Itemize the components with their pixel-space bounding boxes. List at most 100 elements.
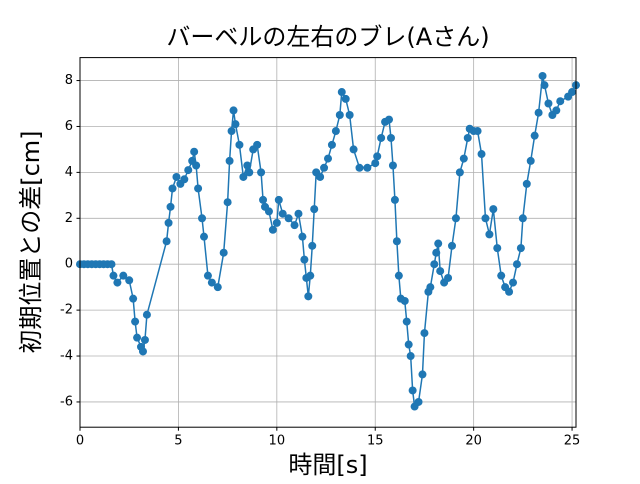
data-point xyxy=(184,166,193,175)
data-point xyxy=(386,133,395,142)
x-tick-label: 5 xyxy=(174,434,182,449)
data-point xyxy=(345,110,354,119)
data-point xyxy=(400,296,409,305)
x-tick-label: 10 xyxy=(269,434,286,449)
data-point xyxy=(125,276,134,285)
data-point xyxy=(190,147,199,156)
data-point xyxy=(225,156,234,165)
data-point xyxy=(138,347,147,356)
data-point xyxy=(245,168,254,177)
data-point xyxy=(308,241,317,250)
data-point xyxy=(377,133,386,142)
data-point xyxy=(526,156,535,165)
data-point xyxy=(522,179,531,188)
data-point xyxy=(274,195,283,204)
data-point xyxy=(113,278,122,287)
data-point xyxy=(426,283,435,292)
data-point xyxy=(408,386,417,395)
data-point xyxy=(316,172,325,181)
data-point xyxy=(140,335,149,344)
data-point xyxy=(355,163,364,172)
data-point xyxy=(556,97,565,106)
data-point xyxy=(341,94,350,103)
data-point xyxy=(278,209,287,218)
y-tick-label: 4 xyxy=(65,165,73,180)
data-point xyxy=(231,120,240,129)
y-tick-label: -2 xyxy=(60,303,73,318)
data-point xyxy=(552,106,561,115)
data-point xyxy=(200,232,208,241)
data-point xyxy=(404,340,413,349)
y-tick-label: 8 xyxy=(65,73,73,88)
data-point xyxy=(164,218,173,227)
data-point xyxy=(430,260,439,269)
data-point xyxy=(129,294,138,303)
data-point xyxy=(538,71,547,80)
data-point xyxy=(268,225,277,234)
data-point xyxy=(198,214,207,223)
data-point xyxy=(394,271,403,280)
y-tick-label: -6 xyxy=(60,394,73,409)
data-point xyxy=(451,214,460,223)
data-point xyxy=(192,161,201,170)
data-point xyxy=(335,110,344,119)
data-point xyxy=(406,352,415,361)
data-point xyxy=(227,127,236,136)
data-point xyxy=(133,333,142,342)
data-point xyxy=(142,310,151,319)
data-point xyxy=(168,184,177,193)
data-point xyxy=(534,108,543,117)
data-point xyxy=(505,287,514,296)
data-point xyxy=(223,198,232,207)
data-point xyxy=(300,255,309,264)
data-point xyxy=(331,127,340,136)
data-point xyxy=(373,152,382,161)
data-point xyxy=(272,218,281,227)
data-point xyxy=(444,273,453,282)
data-point xyxy=(434,239,443,248)
data-point xyxy=(235,140,244,149)
data-point xyxy=(107,260,116,269)
data-point xyxy=(477,150,486,159)
data-point xyxy=(324,154,332,163)
y-axis-label: 初期位置との差[cm] xyxy=(17,130,45,353)
data-point xyxy=(473,127,482,136)
data-point xyxy=(463,133,472,142)
data-point xyxy=(264,207,273,216)
data-point xyxy=(253,140,262,149)
data-point xyxy=(481,214,490,223)
data-point xyxy=(436,267,445,276)
data-point xyxy=(131,317,140,326)
data-point xyxy=(213,283,222,292)
data-point xyxy=(390,195,399,204)
data-point xyxy=(304,292,313,301)
data-point xyxy=(109,271,118,280)
data-point xyxy=(219,248,228,257)
data-point xyxy=(388,161,397,170)
data-point xyxy=(544,99,553,108)
data-point xyxy=(180,175,189,184)
data-point xyxy=(402,317,411,326)
data-point xyxy=(119,271,128,280)
data-point xyxy=(459,154,468,163)
data-point xyxy=(290,221,299,230)
data-point xyxy=(243,161,252,170)
data-point xyxy=(516,244,525,253)
data-point xyxy=(320,163,329,172)
data-point xyxy=(455,168,464,177)
y-tick-label: -4 xyxy=(60,349,73,364)
y-tick-label: 6 xyxy=(65,119,73,134)
plot-frame xyxy=(79,57,577,428)
data-line xyxy=(80,75,577,409)
data-point xyxy=(337,88,346,97)
data-point xyxy=(166,202,175,211)
data-point xyxy=(530,131,539,140)
data-point xyxy=(162,237,171,246)
data-point xyxy=(371,159,380,168)
data-point xyxy=(509,278,518,287)
x-axis-label: 時間[s] xyxy=(288,451,367,479)
data-point xyxy=(568,88,577,97)
data-point xyxy=(485,230,494,239)
data-point xyxy=(497,271,506,280)
x-tick-label: 20 xyxy=(465,434,482,449)
